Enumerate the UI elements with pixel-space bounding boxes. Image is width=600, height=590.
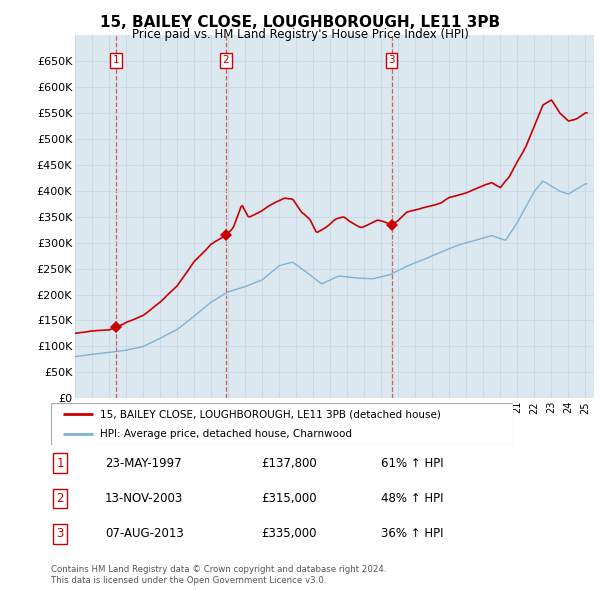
Text: 13-NOV-2003: 13-NOV-2003 xyxy=(105,492,183,505)
Text: Contains HM Land Registry data © Crown copyright and database right 2024.
This d: Contains HM Land Registry data © Crown c… xyxy=(51,565,386,585)
Text: 36% ↑ HPI: 36% ↑ HPI xyxy=(381,527,443,540)
Text: 3: 3 xyxy=(388,55,395,65)
Text: 48% ↑ HPI: 48% ↑ HPI xyxy=(381,492,443,505)
Text: 1: 1 xyxy=(112,55,119,65)
Text: 15, BAILEY CLOSE, LOUGHBOROUGH, LE11 3PB: 15, BAILEY CLOSE, LOUGHBOROUGH, LE11 3PB xyxy=(100,15,500,30)
Text: £315,000: £315,000 xyxy=(261,492,317,505)
Text: HPI: Average price, detached house, Charnwood: HPI: Average price, detached house, Char… xyxy=(100,429,352,439)
Text: 07-AUG-2013: 07-AUG-2013 xyxy=(105,527,184,540)
FancyBboxPatch shape xyxy=(51,403,513,445)
Text: 2: 2 xyxy=(56,492,64,505)
Text: 1: 1 xyxy=(56,457,64,470)
Text: 15, BAILEY CLOSE, LOUGHBOROUGH, LE11 3PB (detached house): 15, BAILEY CLOSE, LOUGHBOROUGH, LE11 3PB… xyxy=(100,409,440,419)
Text: 2: 2 xyxy=(223,55,229,65)
Text: £335,000: £335,000 xyxy=(261,527,317,540)
Text: 3: 3 xyxy=(56,527,64,540)
Text: £137,800: £137,800 xyxy=(261,457,317,470)
Text: 61% ↑ HPI: 61% ↑ HPI xyxy=(381,457,443,470)
Text: 23-MAY-1997: 23-MAY-1997 xyxy=(105,457,182,470)
Text: Price paid vs. HM Land Registry's House Price Index (HPI): Price paid vs. HM Land Registry's House … xyxy=(131,28,469,41)
